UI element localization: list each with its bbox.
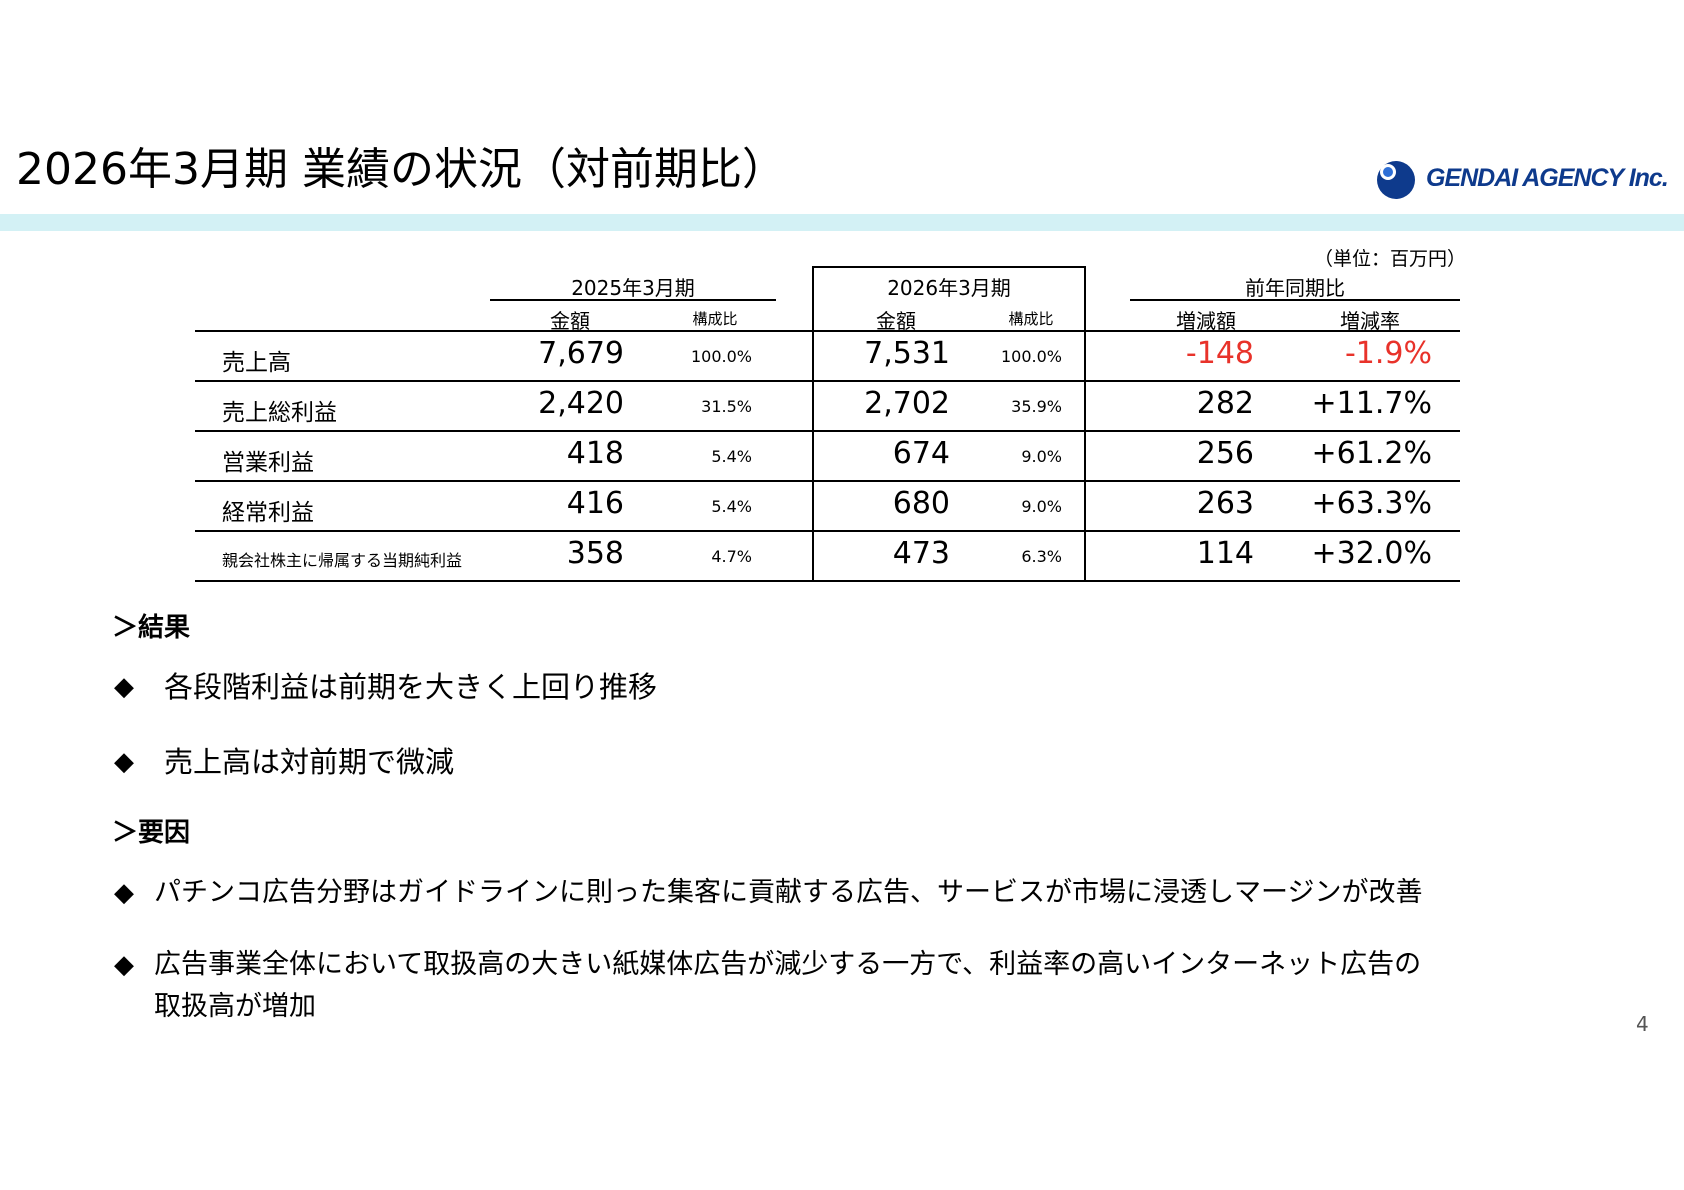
table-rule [195,330,1460,332]
diamond-bullet-icon: ◆ [114,672,134,702]
bullet-text: 広告事業全体において取扱高の大きい紙媒体広告が減少する一方で、利益率の高いインタ… [154,949,1422,980]
group-line-fy2025 [490,299,776,301]
bullet-text: 各段階利益は前期を大きく上回り推移 [164,670,658,704]
change-rate: +32.0% [1311,536,1432,571]
header-fy2026: 2026年3月期 [887,276,1011,300]
fy25-amount: 358 [566,536,624,571]
row-label: 経常利益 [222,500,314,526]
change-amount: -148 [1185,336,1254,371]
subheader-fy26-amount: 金額 [876,309,916,333]
header-yoy: 前年同期比 [1245,276,1345,300]
fy25-amount: 418 [566,436,624,471]
fy26-amount: 680 [892,486,950,521]
group-line-yoy [1130,299,1460,301]
results-heading: ＞結果 [112,613,191,643]
factors-bullet: ◆ パチンコ広告分野はガイドラインに則った集客に貢献する広告、サービスが市場に浸… [114,872,1634,914]
fy26-ratio: 9.0% [1021,447,1062,466]
row-label: 親会社株主に帰属する当期純利益 [222,551,463,570]
diamond-bullet-icon: ◆ [114,747,134,777]
bullet-text: パチンコ広告分野はガイドラインに則った集客に貢献する広告、サービスが市場に浸透し… [154,877,1423,908]
subheader-fy26-ratio: 構成比 [1008,310,1054,328]
fy25-amount: 7,679 [538,336,624,371]
page-number: 4 [1636,1012,1649,1036]
fy25-ratio: 5.4% [711,497,752,516]
fy26-ratio: 100.0% [1000,347,1062,366]
diamond-bullet-icon: ◆ [114,950,134,980]
fy26-amount: 473 [892,536,950,571]
change-amount: 282 [1196,386,1254,421]
row-label: 売上総利益 [222,400,337,426]
results-bullet: ◆ 各段階利益は前期を大きく上回り推移 [114,666,1414,708]
subheader-change: 増減額 [1176,309,1236,333]
subheader-change-rate: 増減率 [1340,309,1400,333]
fy25-amount: 2,420 [538,386,624,421]
change-rate: +11.7% [1311,386,1432,421]
fy2026-box-top [812,266,1086,268]
bullet-text-continued: 取扱高が増加 [154,991,316,1022]
subheader-fy25-ratio: 構成比 [692,310,738,328]
change-rate: +61.2% [1311,436,1432,471]
change-amount: 263 [1196,486,1254,521]
factors-bullet: ◆ 広告事業全体において取扱高の大きい紙媒体広告が減少する一方で、利益率の高いイ… [114,944,1634,1028]
fy25-ratio: 4.7% [711,547,752,566]
row-label: 営業利益 [222,450,314,476]
change-amount: 114 [1196,536,1254,571]
title-underline-band [0,214,1684,231]
logo-globe-icon [1377,161,1415,199]
fy26-ratio: 9.0% [1021,497,1062,516]
page-title: 2026年3月期 業績の状況（対前期比） [16,144,786,195]
table-rule [195,580,1460,582]
fy26-ratio: 35.9% [1011,397,1062,416]
table-rule [195,480,1460,482]
fy25-ratio: 100.0% [690,347,752,366]
fy26-amount: 2,702 [864,386,950,421]
fy26-amount: 7,531 [864,336,950,371]
table-rule [195,430,1460,432]
bullet-text: 売上高は対前期で微減 [164,745,455,779]
subheader-fy25-amount: 金額 [550,309,590,333]
factors-heading: ＞要因 [112,818,191,848]
fy2026-box-right [1084,266,1086,582]
logo-wordmark: GENDAI AGENCY Inc. [1426,164,1669,192]
fy25-ratio: 5.4% [711,447,752,466]
unit-note: （単位：百万円） [1314,248,1467,270]
company-logo: GENDAI AGENCY Inc. [1374,158,1674,200]
fy2026-box-left [812,266,814,582]
change-rate: -1.9% [1344,336,1432,371]
table-rule [195,530,1460,532]
results-bullet: ◆ 売上高は対前期で微減 [114,741,1414,783]
fy26-ratio: 6.3% [1021,547,1062,566]
change-amount: 256 [1196,436,1254,471]
header-fy2025: 2025年3月期 [571,276,695,300]
table-rule [195,380,1460,382]
fy26-amount: 674 [892,436,950,471]
fy25-amount: 416 [566,486,624,521]
row-label: 売上高 [222,350,291,376]
change-rate: +63.3% [1311,486,1432,521]
fy25-ratio: 31.5% [701,397,752,416]
diamond-bullet-icon: ◆ [114,878,134,908]
